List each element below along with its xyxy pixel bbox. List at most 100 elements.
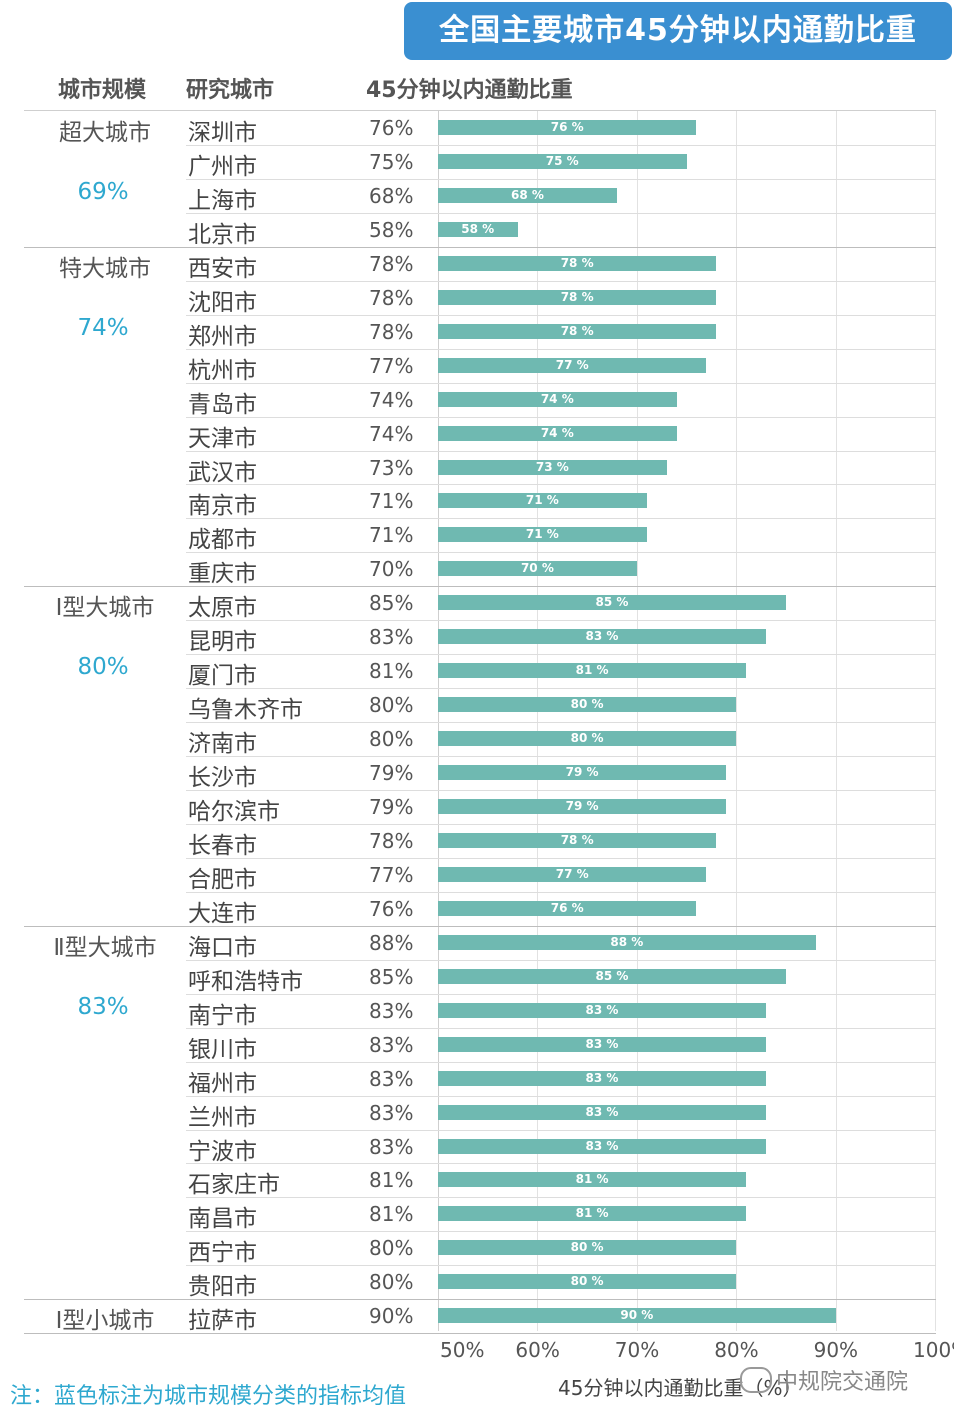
row-separator [186, 857, 936, 859]
row-separator [186, 552, 936, 554]
bar-label: 75 % [545, 153, 579, 168]
row-separator [186, 756, 936, 758]
bar-label: 68 % [511, 187, 544, 202]
city-label: 福州市 [188, 1070, 257, 1097]
city-label: 太原市 [188, 595, 257, 622]
share-value: 85% [369, 591, 414, 616]
bar-label: 77 % [555, 866, 589, 881]
row-separator [186, 450, 936, 452]
city-label: 西安市 [188, 255, 257, 282]
bar [438, 900, 697, 916]
watermark: 中规院交通院 [740, 1364, 908, 1396]
bar-label: 81 % [575, 1206, 609, 1221]
bar-label: 74 % [540, 425, 574, 440]
bar-label: 81 % [575, 663, 609, 678]
city-label: 北京市 [188, 221, 257, 248]
city-label: 杭州市 [188, 357, 257, 384]
bar-label: 79 % [565, 799, 599, 813]
row-separator [186, 518, 936, 520]
bar-label: 78 % [560, 289, 594, 304]
share-value: 83% [369, 625, 414, 650]
share-value: 78% [369, 828, 414, 853]
share-value: 71% [369, 489, 414, 514]
bar-label: 76 % [550, 120, 584, 134]
city-label: 武汉市 [188, 459, 257, 486]
share-value: 58% [369, 217, 414, 242]
bar-label: 80 % [570, 1240, 604, 1255]
bar [438, 968, 786, 984]
bar-label: 79 % [565, 765, 599, 780]
share-value: 83% [369, 998, 414, 1023]
city-label: 兰州市 [188, 1104, 257, 1131]
share-value: 80% [369, 1270, 414, 1295]
bar-label: 85 % [595, 595, 629, 610]
share-value: 88% [369, 930, 414, 955]
row-separator [186, 1265, 936, 1267]
city-label: 大连市 [188, 900, 257, 927]
row-separator [186, 1061, 936, 1063]
group-average: 83% [77, 993, 129, 1020]
bar [438, 187, 617, 203]
bar-label: 78 % [560, 832, 594, 847]
city-label: 深圳市 [188, 120, 257, 146]
share-value: 83% [369, 1100, 414, 1125]
share-value: 78% [369, 319, 414, 344]
city-label: 成都市 [188, 527, 257, 554]
bar [438, 1104, 767, 1120]
gridline-x [935, 110, 936, 1331]
plot-left-border [438, 110, 439, 1331]
group-average: 80% [77, 654, 129, 681]
bar-label: 83 % [585, 1002, 619, 1017]
row-separator [186, 144, 936, 146]
city-label: 昆明市 [188, 629, 257, 656]
row-separator [186, 1027, 936, 1029]
bar [438, 1308, 836, 1324]
row-separator [186, 382, 936, 384]
row-separator [186, 178, 936, 180]
bar [438, 391, 677, 407]
row-separator [24, 925, 936, 927]
share-value: 68% [369, 183, 414, 208]
footnote: 注：蓝色标注为城市规模分类的指标均值 [10, 1384, 407, 1409]
bar [438, 765, 727, 781]
row-separator [186, 654, 936, 656]
x-tick-label: 50% [440, 1338, 485, 1362]
row-separator [186, 484, 936, 486]
gridline-x [835, 110, 837, 1331]
row-separator [186, 1197, 936, 1199]
bar-label: 83 % [585, 1138, 619, 1153]
share-value: 81% [369, 1202, 414, 1227]
bar-label: 71 % [525, 493, 559, 508]
bar-label: 71 % [525, 527, 559, 542]
share-value: 83% [369, 1134, 414, 1159]
share-value: 79% [369, 795, 414, 819]
bar-label: 83 % [585, 1070, 619, 1085]
row-separator [24, 586, 936, 588]
row-separator [186, 959, 936, 961]
bar [438, 1172, 747, 1188]
row-separator [186, 1231, 936, 1233]
share-value: 83% [369, 1066, 414, 1091]
row-separator [186, 993, 936, 995]
city-label: 重庆市 [188, 561, 257, 588]
city-label: 郑州市 [188, 323, 257, 350]
bar [438, 120, 697, 135]
group-average: 74% [77, 314, 129, 341]
row-separator [186, 688, 936, 690]
share-value: 74% [369, 387, 414, 412]
bar [438, 527, 647, 543]
row-separator [186, 314, 936, 316]
city-label: 南昌市 [188, 1206, 257, 1233]
group-label: 特大城市 [59, 255, 151, 282]
bar-label: 90 % [620, 1308, 654, 1323]
row-separator [24, 1299, 936, 1301]
city-label: 石家庄市 [188, 1172, 280, 1199]
bar [438, 1070, 767, 1086]
city-label: 长春市 [188, 832, 257, 859]
x-tick-label: 70% [614, 1338, 660, 1362]
bar-label: 83 % [585, 1104, 619, 1119]
share-value: 76% [369, 896, 414, 921]
city-label: 乌鲁木齐市 [188, 697, 303, 724]
bar [438, 153, 687, 169]
